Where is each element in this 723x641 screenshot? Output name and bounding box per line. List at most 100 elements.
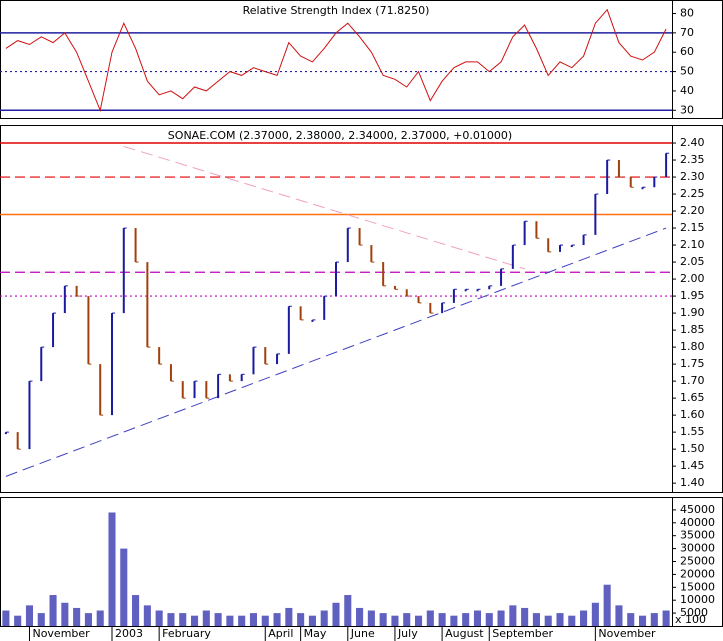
y-tick-label: 1.40 [680,476,705,489]
x-tick-label: February [162,627,211,640]
y-tick-label: 35000 [680,529,715,542]
x-tick-label: April [268,627,293,640]
volume-bar [556,613,564,626]
x-tick-label: July [397,627,418,640]
volume-bar [202,610,210,626]
volume-bar [414,615,423,626]
y-tick-label: 2.35 [680,153,705,166]
volume-bar [426,610,434,626]
y-tick-label: 5000 [680,606,708,619]
volume-bar [132,595,140,626]
y-tick-label: 30 [680,103,694,116]
volume-bar [14,615,22,626]
volume-bar [379,613,387,626]
volume-bar [521,607,529,626]
volume-bar [143,605,151,626]
y-tick-label: 1.50 [680,442,705,455]
trend-line [123,145,525,270]
y-tick-label: 2.15 [680,221,705,234]
y-tick-label: 50 [680,65,694,78]
trend-line [5,227,667,477]
volume-bar [120,548,128,626]
x-tick-label: August [445,627,484,640]
y-tick-label: 2.25 [680,187,705,200]
x-tick-label: June [350,627,375,640]
y-tick-label: 30000 [680,542,715,555]
y-tick-label: 1.65 [680,391,705,404]
y-tick-label: 1.75 [680,357,705,370]
y-tick-label: 2.00 [680,272,705,285]
volume-bar [497,610,505,626]
volume-bar [2,610,10,626]
volume-bar [650,613,658,626]
volume-bar [591,602,599,626]
volume-bar [226,615,234,626]
x-tick-label: November [32,627,90,640]
volume-bar [485,613,493,626]
volume-bar [544,615,552,626]
x-tick-label: 2003 [115,627,143,640]
volume-bar [367,610,375,626]
x-tick-label: May [304,627,327,640]
volume-bar [167,613,175,626]
volume-bar [638,615,647,626]
volume-bar [297,613,305,626]
chart-title: Relative Strength Index (71.8250) [243,4,430,17]
rsi-line [5,8,667,113]
y-tick-label: 2.05 [680,255,705,268]
y-tick-label: 25000 [680,555,715,568]
volume-bar [320,610,328,626]
volume-bar [25,605,34,626]
unit-label: x 100 [675,613,706,626]
y-tick-label: 10000 [680,593,715,606]
volume-bar [580,610,588,626]
y-tick-label: 20000 [680,567,715,580]
volume-bar [615,605,623,626]
volume-bar [662,610,670,626]
volume-bar [108,512,116,626]
volume-bar [473,610,482,626]
y-tick-label: 2.20 [680,204,705,217]
y-tick-label: 2.30 [680,170,705,183]
y-tick-label: 2.40 [680,136,705,149]
volume-bar [37,613,45,626]
volume-bar [285,607,293,626]
volume-bar [190,615,199,626]
y-tick-label: 1.95 [680,289,705,302]
volume-bar [603,584,611,626]
volume-bar [356,607,364,626]
volume-bar [214,613,222,626]
y-tick-label: 1.85 [680,323,705,336]
volume-bar [155,610,163,626]
volume-bar [238,615,246,626]
y-tick-label: 1.70 [680,374,705,387]
volume-bar [73,607,81,626]
y-tick-label: 60 [680,45,694,58]
volume-bar [344,595,352,626]
volume-bar [96,610,104,626]
y-tick-label: 80 [680,7,694,20]
volume-bar [391,615,399,626]
volume-bar [627,613,635,626]
volume-bar [49,595,57,626]
volume-bar [509,605,517,626]
y-tick-label: 70 [680,26,694,39]
volume-bar [273,613,281,626]
volume-bar [438,613,446,626]
y-tick-label: 1.90 [680,306,705,319]
volume-bar [462,613,470,626]
chart-title: SONAE.COM (2.37000, 2.38000, 2.34000, 2.… [168,129,512,142]
volume-bar [532,613,540,626]
y-tick-label: 15000 [680,580,715,593]
volume-bar [84,613,92,626]
volume-bar [568,615,576,626]
y-tick-label: 45000 [680,503,715,516]
y-tick-label: 1.55 [680,425,705,438]
volume-bar [179,613,187,626]
volume-bar [403,613,411,626]
volume-bar [249,613,258,626]
y-tick-label: 2.10 [680,238,705,251]
x-tick-label: November [598,627,656,640]
